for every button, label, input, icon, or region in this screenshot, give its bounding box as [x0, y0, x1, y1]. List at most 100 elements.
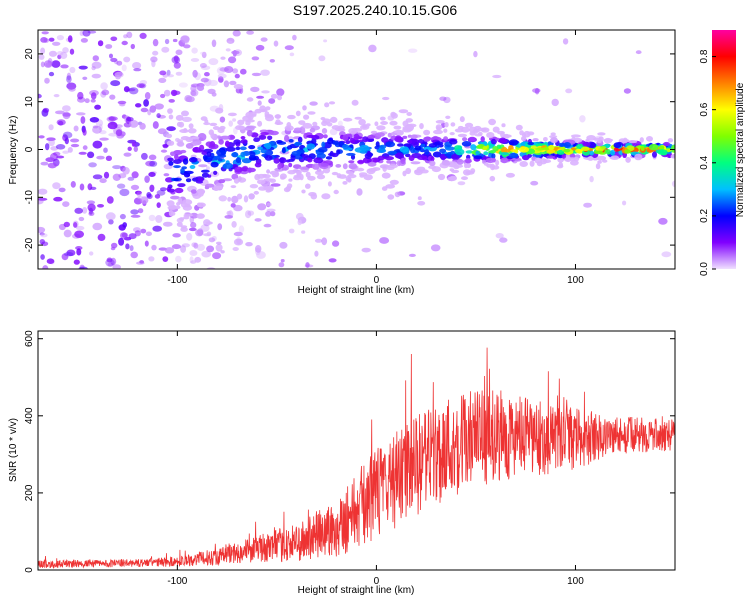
- spectrogram-cell: [623, 139, 630, 143]
- spectrogram-cell: [332, 240, 340, 247]
- spectrogram-cell: [661, 251, 672, 258]
- spectrogram-cell: [69, 66, 76, 74]
- spectrogram-cell: [362, 123, 368, 129]
- snr-x-ticks: -100 0 100: [167, 331, 584, 587]
- spectrogram-cell: [210, 132, 215, 139]
- spectrogram-cell: [406, 112, 413, 116]
- spectrogram-cell: [191, 136, 200, 140]
- spectrogram-cell: [419, 123, 424, 130]
- spectrogram-cell: [233, 238, 244, 246]
- spectrogram-cells: [38, 30, 675, 269]
- spectrogram-cell: [491, 153, 496, 160]
- spectrogram-cell: [40, 233, 48, 238]
- spectrogram-cell: [402, 170, 407, 177]
- spectrogram-cell: [168, 99, 175, 103]
- spectrogram-cell: [648, 143, 659, 151]
- spectrogram-cell: [107, 121, 118, 130]
- y-tick-label: 200: [24, 484, 35, 501]
- spectrogram-cell: [246, 97, 254, 102]
- y-tick-label: 20: [24, 48, 35, 60]
- spectrogram-cell: [118, 173, 127, 179]
- spectrogram-cell: [77, 96, 86, 103]
- spectrogram-cell: [613, 147, 619, 152]
- spectrogram-cell: [173, 165, 181, 169]
- spectrogram-cell: [556, 149, 566, 155]
- spectrogram-cell: [167, 157, 174, 162]
- spectrogram-cell: [417, 155, 427, 160]
- spectrogram-cell: [220, 56, 226, 60]
- spectrogram-cell: [314, 250, 319, 257]
- spectrogram-cell: [99, 137, 109, 141]
- spectrogram-cell: [489, 175, 496, 182]
- snr-series-line: [38, 347, 675, 569]
- spectrogram-cell: [470, 144, 477, 151]
- spectrogram-cell: [171, 56, 181, 64]
- spectrogram-cell: [60, 64, 69, 69]
- spectrogram-cell: [579, 115, 586, 123]
- spectrogram-cell: [68, 86, 76, 92]
- spectrogram-cell: [461, 141, 472, 147]
- spectrogram-cell: [45, 157, 55, 163]
- spectrogram-cell: [121, 232, 129, 238]
- spectrogram-cell: [180, 149, 187, 154]
- spectrogram-y-ticks: -20 -10 0 10 20: [24, 48, 675, 252]
- spectrogram-cell: [108, 116, 118, 121]
- spectrogram-cell: [52, 182, 61, 190]
- spectrogram-cell: [218, 179, 226, 184]
- spectrogram-cell: [237, 119, 245, 126]
- spectrogram-cell: [331, 125, 340, 130]
- spectrogram-cell: [569, 153, 576, 159]
- spectrogram-cell: [212, 252, 222, 260]
- spectrogram-cell: [136, 191, 142, 197]
- spectrogram-cell: [201, 51, 207, 59]
- spectrogram-cell: [568, 157, 576, 162]
- spectrogram-cell: [100, 82, 108, 90]
- spectrogram-cell: [92, 125, 102, 134]
- spectrogram-cell: [156, 113, 161, 119]
- spectrogram-cell: [123, 86, 130, 93]
- spectrogram-cell: [210, 161, 219, 168]
- spectrogram-cell: [260, 132, 269, 136]
- spectrogram-cell: [535, 147, 545, 151]
- spectrogram-cell: [449, 162, 455, 168]
- spectrogram-cell: [56, 35, 64, 41]
- spectrogram-cell: [462, 169, 472, 176]
- spectrogram-cell: [295, 212, 304, 221]
- spectrogram-cell: [149, 184, 155, 192]
- spectrogram-cell: [108, 219, 114, 225]
- spectrogram-cell: [519, 146, 529, 153]
- spectrogram-cell: [218, 139, 224, 145]
- spectrogram-cell: [218, 195, 227, 202]
- spectrogram-cell: [46, 258, 55, 265]
- spectrogram-cell: [236, 193, 243, 200]
- spectrogram-cell: [263, 223, 272, 228]
- spectrogram-cell: [511, 157, 522, 161]
- spectrogram-cell: [173, 55, 179, 63]
- spectrogram-cell: [353, 133, 360, 141]
- spectrogram-cell: [321, 141, 326, 148]
- spectrogram-cell: [170, 151, 176, 157]
- spectrogram-cell: [652, 151, 657, 158]
- colorbar: 0.0 0.2 0.4 0.6 0.8 Normalized spectral ampl…: [699, 30, 746, 276]
- spectrogram-cell: [288, 139, 294, 143]
- spectrogram-cell: [398, 109, 409, 114]
- spectrogram-cell: [136, 83, 145, 88]
- spectrogram-cell: [126, 117, 134, 122]
- spectrogram-cell: [389, 179, 399, 185]
- spectrogram-cell: [98, 123, 103, 131]
- spectrogram-cell: [42, 107, 50, 113]
- spectrogram-cell: [276, 140, 283, 144]
- spectrogram-cell: [92, 125, 99, 129]
- spectrogram-cell: [139, 122, 146, 130]
- spectrogram-cell: [181, 116, 192, 122]
- spectrogram-cell: [639, 137, 644, 143]
- spectrogram-cell: [362, 136, 369, 143]
- spectrogram-cell: [48, 124, 54, 131]
- spectrogram-cell: [356, 188, 363, 196]
- spectrogram-cell: [250, 86, 260, 93]
- spectrogram-cell: [53, 94, 60, 98]
- spectrogram-cell: [163, 221, 173, 227]
- spectrogram-cell: [182, 158, 189, 165]
- spectrogram-cell: [105, 212, 116, 221]
- spectrogram-cell: [103, 171, 110, 179]
